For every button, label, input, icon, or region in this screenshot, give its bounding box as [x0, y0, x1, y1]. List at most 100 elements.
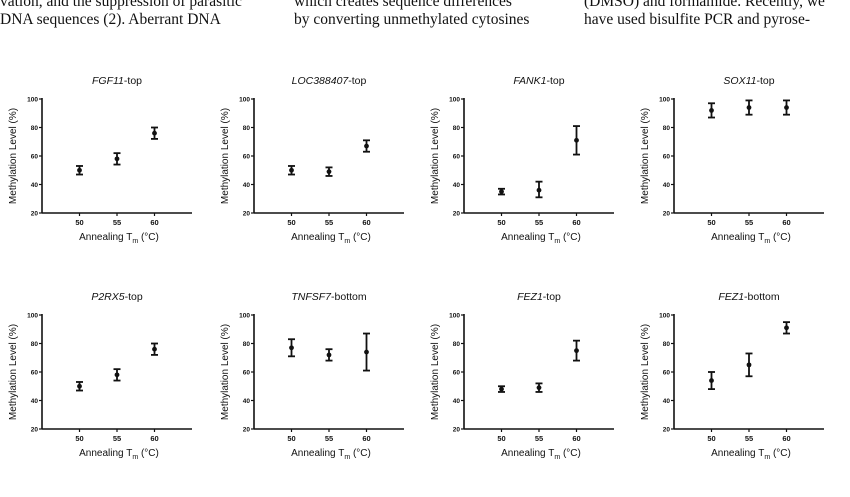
y-tick-label: 40: [31, 398, 39, 405]
x-axis-label: Annealing Tm (°C): [711, 232, 791, 245]
x-axis-label: Annealing Tm (°C): [79, 232, 159, 245]
chart-fez1-bottom: FEZ1-bottom 20 40 60 80 100 50 55 60 Methylation …: [640, 291, 824, 461]
x-axis-label-main: Annealing T: [711, 448, 764, 459]
x-axis-label-subscript: m: [764, 454, 770, 461]
data-point-group: [573, 339, 580, 362]
y-tick-label: 100: [659, 312, 670, 319]
data-point: [574, 348, 579, 354]
chart-title-suffix: -top: [543, 291, 561, 303]
data-point-group: [498, 385, 505, 393]
x-axis-label-unit: (°C): [138, 448, 159, 459]
x-axis-label-unit: (°C): [560, 448, 581, 459]
data-point: [499, 386, 504, 392]
y-tick-label: 20: [453, 210, 461, 217]
chart-panel-4: SOX11-top 20 40 60 80 100 50 55 60 Methylation Le…: [632, 66, 842, 281]
x-axis-label: Annealing Tm (°C): [711, 448, 791, 461]
y-tick-label: 80: [243, 341, 251, 348]
chart-panel-8: FEZ1-bottom 20 40 60 80 100 50 55 60 Methylation …: [632, 282, 842, 497]
x-axis-label-unit: (°C): [350, 448, 371, 459]
y-tick-label: 20: [663, 210, 671, 217]
data-point-group: [708, 371, 715, 390]
data-point-group: [745, 99, 753, 116]
chart-title: SOX11-top: [723, 75, 774, 87]
x-tick-label: 50: [497, 218, 505, 227]
x-axis-label-subscript: m: [764, 238, 770, 245]
y-tick-label: 80: [31, 125, 39, 132]
y-tick-label: 20: [453, 426, 461, 433]
chart-panel-5: P2RX5-top 20 40 60 80 100 50 55 60 Methylation Le…: [0, 282, 210, 497]
x-axis-label: Annealing Tm (°C): [501, 232, 581, 245]
y-tick-label: 100: [239, 96, 250, 103]
y-axis-label: Methylation Level (%): [430, 324, 441, 420]
chart-title: FGF11-top: [92, 75, 142, 87]
data-point: [326, 169, 332, 175]
x-axis-label-unit: (°C): [560, 232, 581, 243]
x-tick-label: 60: [782, 218, 790, 227]
data-point-group: [76, 165, 83, 176]
col1-line1: vation, and the suppression of parasitic: [0, 0, 242, 10]
chart-title-suffix: -bottom: [744, 291, 780, 303]
chart-title: FANK1-top: [513, 75, 564, 87]
y-tick-label: 60: [663, 153, 671, 160]
chart-title-gene: SOX11: [723, 75, 756, 87]
y-tick-label: 60: [243, 153, 251, 160]
y-tick-label: 20: [31, 426, 39, 433]
chart-title-suffix: -top: [756, 75, 774, 87]
x-axis-label: Annealing Tm (°C): [291, 232, 371, 245]
data-point-group: [325, 348, 333, 362]
y-axis-label: Methylation Level (%): [220, 108, 231, 204]
x-axis-label-unit: (°C): [350, 232, 371, 243]
y-tick-label: 100: [27, 96, 38, 103]
y-axis-label: Methylation Level (%): [8, 324, 19, 420]
chart-loc388407-top: LOC388407-top 20 40 60 80 100 50 55 60 Methylatio…: [220, 75, 404, 245]
chart-title-suffix: -top: [546, 75, 564, 87]
data-point: [499, 189, 504, 195]
data-point-group: [783, 321, 790, 335]
data-point-group: [288, 165, 295, 176]
data-point-group: [573, 125, 580, 156]
data-point: [746, 362, 752, 368]
y-axis-label: Methylation Level (%): [640, 108, 651, 204]
data-point: [289, 167, 294, 173]
x-axis-label-subscript: m: [344, 454, 350, 461]
chart-title: P2RX5-top: [91, 291, 143, 303]
y-tick-label: 100: [449, 312, 460, 319]
y-tick-label: 40: [453, 182, 461, 189]
data-point: [114, 372, 120, 378]
data-point: [709, 378, 714, 383]
data-point: [574, 137, 579, 143]
chart-title: LOC388407-top: [292, 75, 367, 87]
chart-fez1-top: FEZ1-top 20 40 60 80 100 50 55 60 Methylation Lev…: [430, 291, 614, 461]
x-axis-label-main: Annealing T: [79, 232, 132, 243]
x-tick-label: 50: [707, 434, 715, 443]
y-tick-label: 100: [239, 312, 250, 319]
chart-tnfsf7-bottom: TNFSF7-bottom 20 40 60 80 100 50 55 60 Methylatio…: [220, 291, 404, 461]
y-tick-label: 40: [243, 398, 251, 405]
x-tick-label: 55: [535, 218, 543, 227]
chart-title-gene: FGF11: [92, 75, 124, 87]
chart-sox11-top: SOX11-top 20 40 60 80 100 50 55 60 Methylation Le…: [640, 75, 824, 245]
y-tick-label: 20: [243, 426, 251, 433]
data-point-group: [151, 126, 158, 140]
data-point-group: [151, 342, 158, 356]
x-tick-label: 55: [745, 434, 753, 443]
x-axis-label: Annealing Tm (°C): [501, 448, 581, 461]
chart-title-suffix: -top: [124, 75, 142, 87]
chart-title-gene: LOC388407: [292, 75, 350, 87]
data-point: [709, 108, 714, 113]
chart-title-gene: FEZ1: [718, 291, 744, 303]
data-point: [746, 105, 752, 110]
chart-title-gene: P2RX5: [91, 291, 124, 303]
chart-title-suffix: -top: [125, 291, 143, 303]
data-point: [364, 143, 369, 149]
chart-title: FEZ1-top: [517, 291, 561, 303]
data-point-group: [113, 368, 121, 382]
y-axis-label: Methylation Level (%): [220, 324, 231, 420]
x-tick-label: 60: [572, 434, 580, 443]
chart-title: TNFSF7-bottom: [291, 291, 367, 303]
data-point-group: [288, 338, 295, 358]
x-axis-label: Annealing Tm (°C): [291, 448, 371, 461]
data-point-group: [745, 352, 753, 378]
col2-line2: by converting unmethylated cytosines: [294, 11, 530, 28]
data-point-group: [708, 102, 715, 119]
